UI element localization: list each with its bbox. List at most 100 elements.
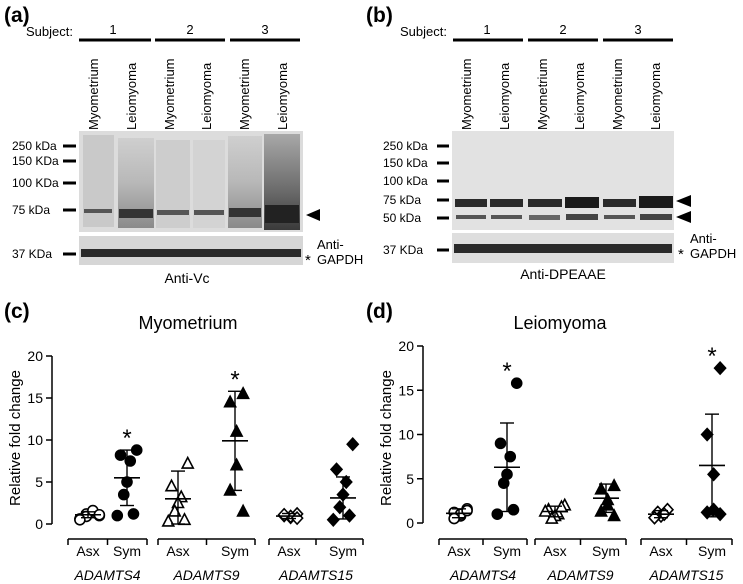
x-group-label: Asx — [277, 543, 300, 559]
y-tick-label: 20 — [398, 338, 414, 354]
data-point — [74, 513, 86, 526]
x-gene-label: ADAMTS15 — [649, 567, 724, 583]
panel-b-blot — [452, 131, 674, 230]
panel-b-marker-150: 150 kDa — [383, 156, 428, 170]
data-point — [329, 462, 344, 477]
panel-b-lane-3: Myometrium — [535, 58, 550, 130]
panel-d-letter: (d) — [366, 300, 393, 323]
data-point — [504, 450, 517, 463]
panel-b-antibody: Anti-DPEAAE — [520, 266, 606, 282]
data-point — [607, 478, 621, 492]
data-point — [700, 427, 714, 442]
data-point — [707, 467, 721, 482]
panel-b-marker-250: 250 kDa — [383, 139, 428, 153]
panel-b-arrowhead-50 — [676, 211, 691, 223]
data-point — [342, 508, 357, 523]
panel-a-band-1 — [84, 209, 112, 213]
panel-b-band-50-1 — [456, 215, 486, 219]
panel-a-marker-75: 75 kDa — [12, 203, 50, 217]
chart-c-plot: 0 5 10 15 20 Asx * Sym Asx * Sym Asx Sym ADAMTS4 ADAMT… — [27, 348, 364, 583]
y-tick-label: 15 — [398, 382, 414, 398]
panel-a-marker-100: 100 KDa — [12, 176, 59, 190]
panel-a-band-4 — [194, 210, 224, 215]
x-gene-label: ADAMTS9 — [172, 567, 239, 583]
panel-a-subject-label: Subject: — [26, 24, 73, 39]
panel-b-lane-4: Leiomyoma — [572, 62, 587, 130]
panel-b-lane-labels: Myometrium Leiomyoma Myometrium Leiomyom… — [459, 58, 663, 130]
x-group-label: Sym — [698, 543, 726, 559]
x-group-label: Sym — [113, 543, 141, 559]
data-point — [461, 504, 473, 517]
panel-b-subject-label: Subject: — [400, 24, 447, 39]
data-point — [223, 482, 237, 496]
panel-c-letter: (c) — [4, 300, 30, 323]
panel-a-lane-4: Leiomyoma — [199, 62, 214, 130]
panel-a-asterisk: * — [305, 252, 311, 269]
x-group-label: Asx — [543, 543, 566, 559]
data-point — [164, 478, 179, 492]
x-group-label: Asx — [166, 543, 189, 559]
chart-d-title: Leiomyoma — [513, 313, 607, 333]
chart-d-ylabel: Relative fold change — [378, 370, 395, 506]
panel-a-letter: (a) — [4, 4, 30, 27]
y-tick-label: 15 — [27, 390, 43, 406]
panel-a-lane-3: Myometrium — [162, 58, 177, 130]
panel-a-marker-150: 150 KDa — [12, 154, 59, 168]
panel-d: (d) Leiomyoma Relative fold change 0 5 10 1… — [366, 300, 733, 583]
panel-a-band-3 — [157, 210, 189, 215]
panel-a-gapdh-label-2: GAPDH — [317, 252, 363, 267]
panel-b-band-75-6 — [639, 196, 673, 208]
panel-a-subject-1: 1 — [109, 22, 116, 37]
panel-a-gapdh-band — [81, 249, 301, 257]
x-group-label: Sym — [221, 543, 249, 559]
chart-c-title: Myometrium — [138, 313, 237, 333]
y-tick-label: 10 — [27, 432, 43, 448]
panel-b-gapdh-marker: 37 KDa — [383, 243, 423, 257]
panel-a-lane-1: Myometrium — [86, 58, 101, 130]
significance-asterisk: * — [122, 425, 131, 452]
significance-asterisk: * — [502, 358, 511, 385]
y-tick-label: 5 — [35, 474, 43, 490]
x-gene-label: ADAMTS9 — [546, 567, 613, 583]
panel-a-arrowhead — [306, 209, 320, 221]
data-point — [713, 360, 727, 376]
panel-b-marker-100: 100 kDa — [383, 174, 428, 188]
panel-b-lane-6: Leiomyoma — [648, 62, 663, 130]
panel-b-lane-2: Leiomyoma — [497, 62, 512, 130]
panel-a-band-6 — [265, 205, 299, 223]
panel-b-band-75-3 — [528, 199, 562, 207]
panel-a-marker-250: 250 kDa — [12, 139, 57, 153]
x-group-label: Asx — [76, 543, 99, 559]
chart-d-plot: 0 5 10 15 20 Asx * Sym Asx Sym Asx * Sym ADAMTS4 ADAMT… — [398, 338, 733, 583]
data-point — [494, 437, 507, 450]
data-point — [229, 457, 244, 471]
significance-asterisk: * — [707, 343, 716, 370]
panel-b-gapdh-label-1: Anti- — [690, 231, 717, 246]
data-point — [700, 505, 714, 520]
y-tick-label: 5 — [406, 471, 414, 487]
panel-b-band-75-2 — [490, 199, 523, 207]
panel-b-subject-1: 1 — [483, 22, 490, 37]
significance-asterisk: * — [230, 366, 239, 393]
panel-b-band-75-4 — [565, 197, 599, 208]
data-point — [277, 507, 291, 522]
data-point — [223, 394, 237, 408]
data-point — [600, 497, 615, 511]
data-point — [117, 488, 130, 501]
panel-b-band-50-4 — [566, 214, 598, 220]
panel-a-subject-2: 2 — [186, 22, 193, 37]
panel-a-lane-6: Leiomyoma — [275, 62, 290, 130]
panel-b-subject-3: 3 — [634, 22, 641, 37]
panel-b-band-50-5 — [604, 215, 635, 219]
panel-a-gapdh-marker: 37 KDa — [12, 247, 52, 261]
panel-c: (c) Myometrium Relative fold change 0 5 10… — [4, 300, 364, 583]
panel-b-marker-50: 50 kDa — [383, 211, 421, 225]
panel-a-smear-1 — [83, 135, 114, 227]
panel-a-lane-labels: Myometrium Leiomyoma Myometrium Leiomyom… — [86, 58, 290, 130]
panel-b-arrowhead-75 — [676, 195, 691, 207]
x-group-label: Sym — [592, 543, 620, 559]
panel-a-lane-5: Myometrium — [237, 58, 252, 130]
x-group-label: Asx — [447, 543, 470, 559]
y-tick-label: 20 — [27, 348, 43, 364]
data-point — [507, 503, 520, 516]
